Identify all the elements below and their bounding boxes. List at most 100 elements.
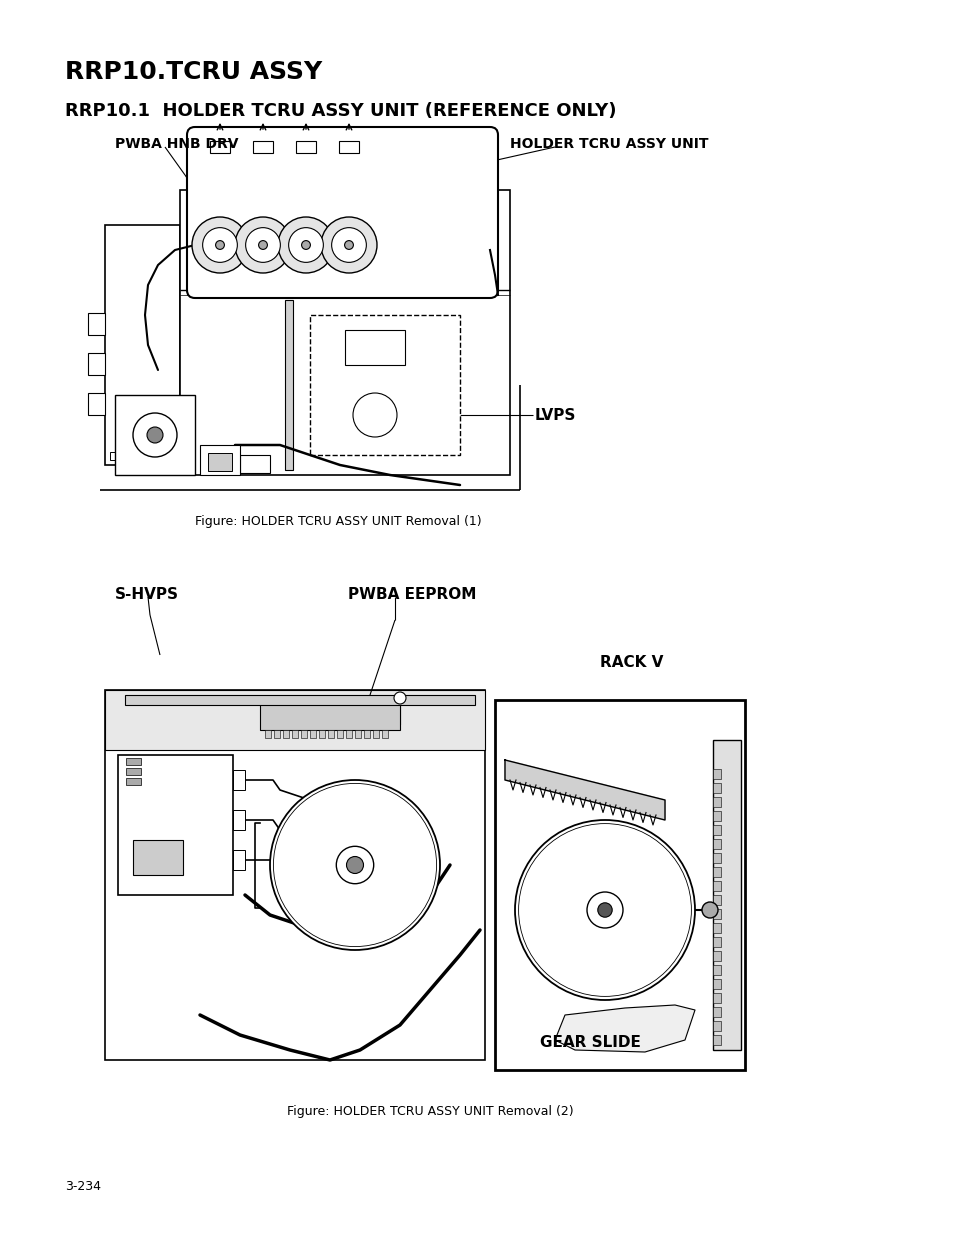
Bar	[712, 1035, 720, 1045]
Bar	[210, 141, 230, 153]
Bar	[208, 453, 232, 471]
Text: RACK V: RACK V	[599, 655, 662, 671]
Bar	[295, 141, 315, 153]
Circle shape	[147, 427, 163, 443]
Bar	[118, 755, 233, 895]
Bar	[345, 330, 405, 366]
Bar	[373, 730, 378, 739]
Bar	[712, 1007, 720, 1016]
Text: PWBA HNB DRV: PWBA HNB DRV	[115, 137, 238, 151]
Bar	[105, 225, 180, 466]
Bar	[346, 730, 352, 739]
Bar	[260, 701, 399, 730]
Circle shape	[586, 892, 622, 927]
Bar	[712, 853, 720, 863]
Bar	[712, 937, 720, 947]
Bar	[712, 909, 720, 919]
Bar	[265, 730, 271, 739]
Text: S-HVPS: S-HVPS	[115, 587, 179, 601]
Circle shape	[234, 217, 291, 273]
Bar	[712, 993, 720, 1003]
Circle shape	[289, 227, 323, 262]
Circle shape	[258, 241, 267, 249]
Bar	[712, 965, 720, 974]
Circle shape	[277, 217, 334, 273]
FancyBboxPatch shape	[187, 127, 497, 298]
Circle shape	[320, 217, 376, 273]
Circle shape	[336, 846, 374, 884]
Bar	[233, 769, 245, 790]
Text: PWBA EEPROM: PWBA EEPROM	[348, 587, 476, 601]
Bar	[110, 452, 140, 459]
Bar	[301, 730, 307, 739]
Circle shape	[332, 227, 366, 262]
Circle shape	[598, 903, 612, 918]
Bar	[274, 730, 280, 739]
Bar	[88, 393, 105, 415]
Bar	[712, 881, 720, 890]
Polygon shape	[555, 1005, 695, 1052]
Circle shape	[515, 820, 695, 1000]
Text: Figure: HOLDER TCRU ASSY UNIT Removal (1): Figure: HOLDER TCRU ASSY UNIT Removal (1…	[194, 515, 481, 529]
Bar	[712, 979, 720, 989]
Bar	[336, 730, 343, 739]
Bar	[310, 315, 459, 454]
Circle shape	[215, 241, 224, 249]
Text: GEAR SLIDE: GEAR SLIDE	[539, 1035, 640, 1050]
Bar	[283, 730, 289, 739]
Text: LVPS: LVPS	[535, 408, 576, 422]
Bar	[200, 445, 240, 475]
Bar	[132, 840, 183, 876]
Bar	[126, 758, 141, 764]
Bar	[126, 778, 141, 785]
Bar	[712, 825, 720, 835]
Bar	[240, 454, 270, 473]
Circle shape	[245, 227, 280, 262]
Bar	[338, 141, 358, 153]
Bar	[310, 730, 315, 739]
Bar	[328, 730, 334, 739]
Bar	[88, 353, 105, 375]
Bar	[712, 811, 720, 821]
Polygon shape	[504, 760, 664, 820]
Circle shape	[344, 241, 353, 249]
Bar	[355, 730, 360, 739]
Text: 3-234: 3-234	[65, 1179, 101, 1193]
Bar	[712, 839, 720, 848]
Bar	[88, 312, 105, 335]
Bar	[253, 141, 273, 153]
Bar	[712, 740, 740, 1050]
Bar	[115, 395, 194, 475]
Bar	[105, 690, 484, 750]
Bar	[381, 730, 388, 739]
Bar	[712, 1021, 720, 1031]
Bar	[105, 690, 484, 1060]
Circle shape	[346, 857, 363, 873]
Bar	[712, 895, 720, 905]
Text: RRP10.1  HOLDER TCRU ASSY UNIT (REFERENCE ONLY): RRP10.1 HOLDER TCRU ASSY UNIT (REFERENCE…	[65, 103, 616, 120]
Bar	[125, 695, 475, 705]
Circle shape	[132, 412, 177, 457]
Bar	[126, 768, 141, 776]
Text: HOLDER TCRU ASSY UNIT: HOLDER TCRU ASSY UNIT	[510, 137, 708, 151]
Circle shape	[353, 393, 396, 437]
Circle shape	[270, 781, 439, 950]
Bar	[180, 190, 510, 475]
Circle shape	[192, 217, 248, 273]
Circle shape	[394, 692, 406, 704]
Bar	[712, 797, 720, 806]
Bar	[364, 730, 370, 739]
Bar	[233, 850, 245, 869]
Bar	[318, 730, 325, 739]
Text: Figure: HOLDER TCRU ASSY UNIT Removal (2): Figure: HOLDER TCRU ASSY UNIT Removal (2…	[287, 1105, 573, 1118]
Circle shape	[202, 227, 237, 262]
Bar	[712, 867, 720, 877]
Text: RRP10.TCRU ASSY: RRP10.TCRU ASSY	[65, 61, 322, 84]
Circle shape	[301, 241, 310, 249]
Bar	[712, 769, 720, 779]
Bar	[712, 951, 720, 961]
Bar	[712, 923, 720, 932]
Bar	[292, 730, 297, 739]
Bar	[285, 300, 293, 471]
Bar	[233, 810, 245, 830]
